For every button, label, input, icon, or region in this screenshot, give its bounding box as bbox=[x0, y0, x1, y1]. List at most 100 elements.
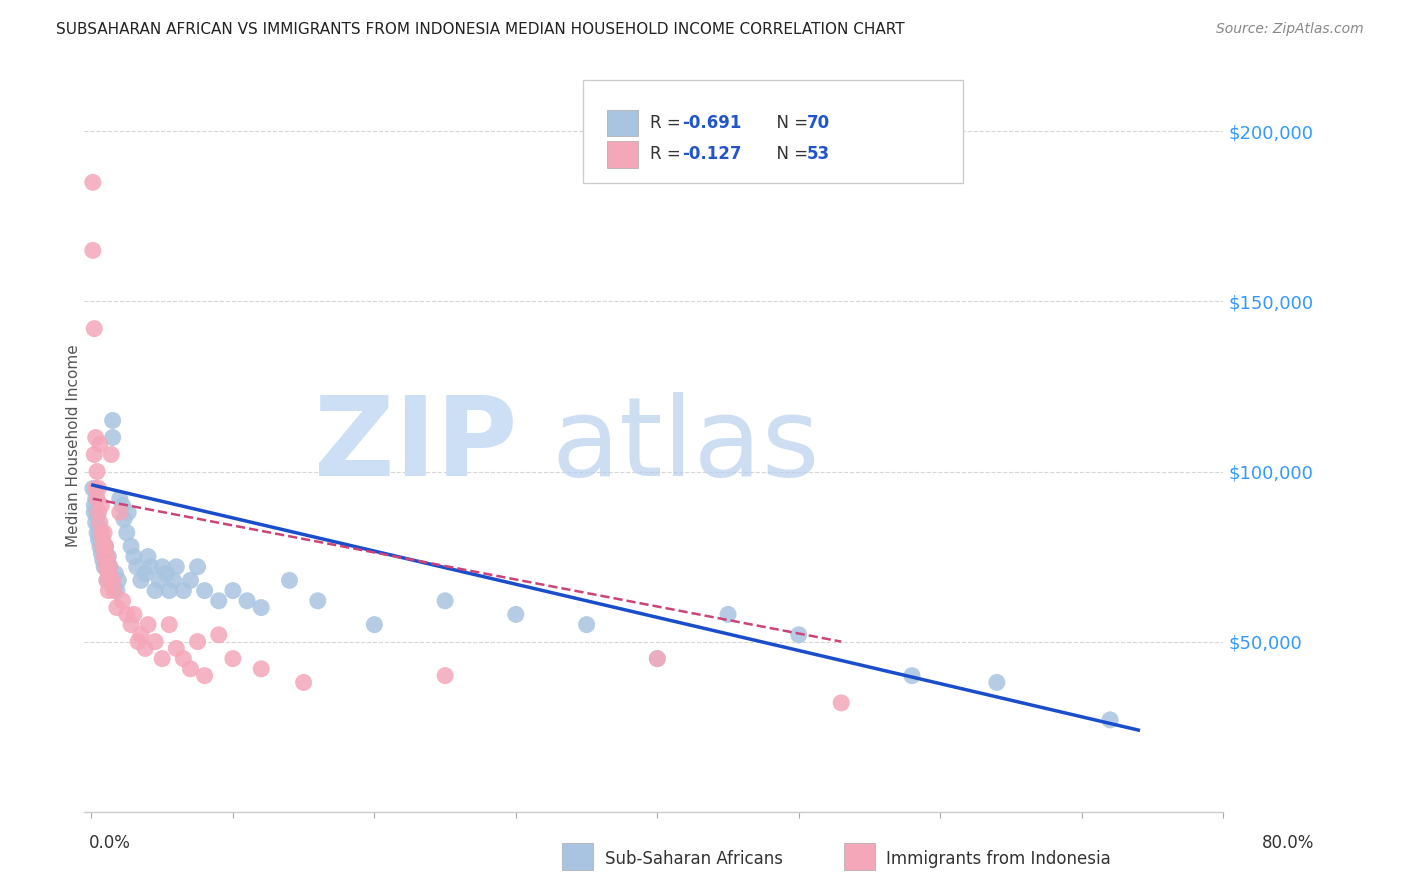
Point bbox=[129, 628, 152, 642]
Point bbox=[91, 540, 114, 554]
Point bbox=[97, 549, 120, 564]
Point bbox=[172, 583, 194, 598]
Point bbox=[83, 499, 105, 513]
Point bbox=[150, 651, 173, 665]
Point bbox=[120, 540, 142, 554]
Point bbox=[94, 559, 117, 574]
Point bbox=[91, 533, 114, 547]
Point bbox=[139, 559, 162, 574]
Point bbox=[101, 430, 124, 444]
Point bbox=[86, 508, 108, 523]
Point bbox=[157, 583, 180, 598]
Text: SUBSAHARAN AFRICAN VS IMMIGRANTS FROM INDONESIA MEDIAN HOUSEHOLD INCOME CORRELAT: SUBSAHARAN AFRICAN VS IMMIGRANTS FROM IN… bbox=[56, 22, 905, 37]
Point bbox=[222, 651, 245, 665]
Point bbox=[150, 559, 173, 574]
Text: 0.0%: 0.0% bbox=[89, 834, 131, 852]
Point bbox=[157, 617, 180, 632]
Point bbox=[84, 516, 107, 530]
Point bbox=[134, 566, 156, 581]
Point bbox=[104, 566, 127, 581]
Point bbox=[101, 413, 124, 427]
Text: -0.127: -0.127 bbox=[682, 145, 741, 163]
Point bbox=[148, 574, 170, 588]
Point bbox=[94, 553, 117, 567]
Point bbox=[575, 617, 598, 632]
Point bbox=[111, 499, 134, 513]
Point bbox=[179, 574, 201, 588]
Point bbox=[122, 549, 145, 564]
Point bbox=[194, 583, 217, 598]
Point bbox=[89, 516, 111, 530]
Point bbox=[165, 559, 187, 574]
Point bbox=[96, 574, 118, 588]
Point bbox=[901, 668, 924, 682]
Point bbox=[120, 617, 142, 632]
Point bbox=[91, 553, 114, 567]
Point bbox=[647, 651, 669, 665]
Text: R =: R = bbox=[650, 145, 686, 163]
Point bbox=[129, 574, 152, 588]
Point bbox=[143, 634, 166, 648]
Point bbox=[87, 482, 110, 496]
Point bbox=[100, 574, 122, 588]
Point bbox=[90, 546, 112, 560]
Text: Sub-Saharan Africans: Sub-Saharan Africans bbox=[605, 850, 783, 868]
Point bbox=[115, 525, 138, 540]
Text: ZIP: ZIP bbox=[314, 392, 517, 500]
Point bbox=[86, 491, 108, 506]
Point bbox=[136, 549, 159, 564]
Point bbox=[89, 540, 111, 554]
Point bbox=[90, 525, 112, 540]
Point bbox=[101, 574, 124, 588]
Point bbox=[96, 559, 118, 574]
Point bbox=[115, 607, 138, 622]
Point bbox=[84, 430, 107, 444]
Point bbox=[647, 651, 669, 665]
Point bbox=[89, 525, 111, 540]
Point bbox=[186, 634, 208, 648]
Point bbox=[93, 559, 115, 574]
Point bbox=[122, 607, 145, 622]
Point bbox=[103, 580, 125, 594]
Point bbox=[222, 583, 245, 598]
Point bbox=[143, 583, 166, 598]
Point bbox=[105, 600, 128, 615]
Point bbox=[278, 574, 301, 588]
Point bbox=[90, 499, 112, 513]
Point bbox=[1099, 713, 1122, 727]
Point bbox=[307, 594, 329, 608]
Point bbox=[717, 607, 740, 622]
Point bbox=[787, 628, 810, 642]
Point bbox=[363, 617, 385, 632]
Point bbox=[434, 594, 457, 608]
Point bbox=[292, 675, 315, 690]
Point bbox=[82, 244, 104, 258]
Point bbox=[98, 559, 121, 574]
Point bbox=[830, 696, 852, 710]
Text: N =: N = bbox=[766, 114, 814, 132]
Point bbox=[505, 607, 527, 622]
Point bbox=[82, 175, 104, 189]
Text: 53: 53 bbox=[807, 145, 830, 163]
Point bbox=[250, 600, 273, 615]
Point bbox=[89, 437, 111, 451]
Point bbox=[117, 505, 139, 519]
Text: 80.0%: 80.0% bbox=[1263, 834, 1315, 852]
Point bbox=[90, 533, 112, 547]
Point bbox=[986, 675, 1008, 690]
Text: Source: ZipAtlas.com: Source: ZipAtlas.com bbox=[1216, 22, 1364, 37]
Point bbox=[97, 566, 120, 581]
Point bbox=[87, 519, 110, 533]
Point bbox=[105, 583, 128, 598]
Point bbox=[94, 540, 117, 554]
Point bbox=[112, 512, 135, 526]
Point bbox=[86, 465, 108, 479]
Point bbox=[93, 546, 115, 560]
Point bbox=[162, 574, 184, 588]
Point bbox=[434, 668, 457, 682]
Point bbox=[97, 583, 120, 598]
Point bbox=[83, 448, 105, 462]
Point bbox=[108, 491, 131, 506]
Point bbox=[98, 559, 121, 574]
Point bbox=[236, 594, 259, 608]
